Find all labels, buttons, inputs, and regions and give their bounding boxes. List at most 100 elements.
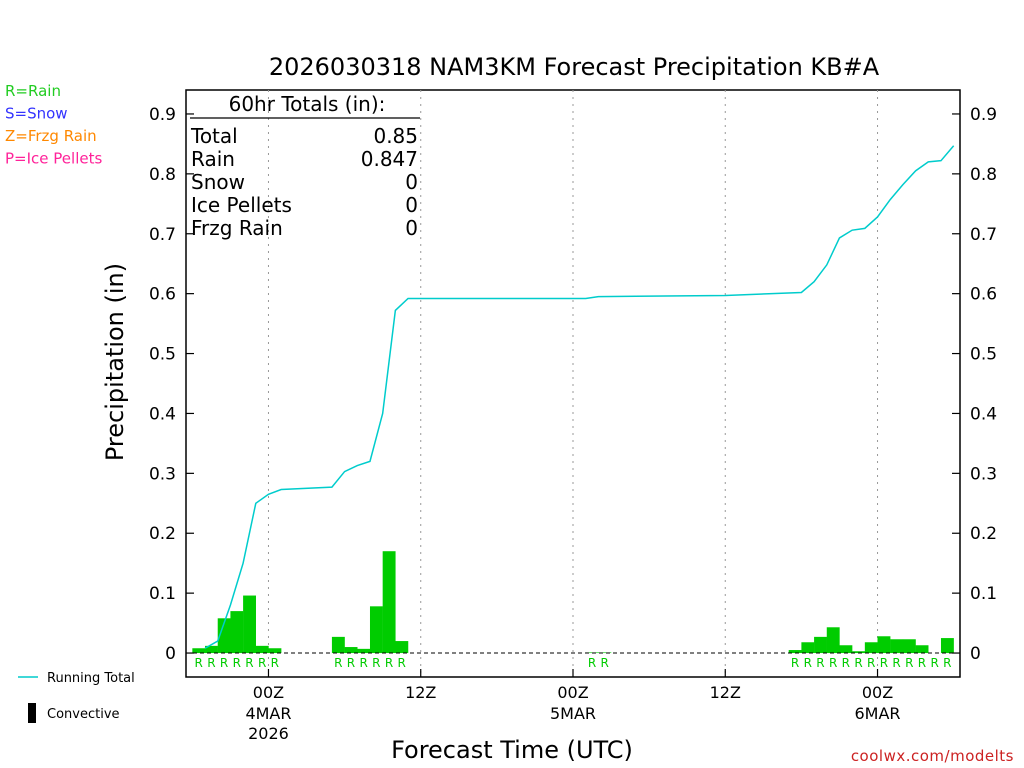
precip-bar — [268, 648, 282, 654]
y-tick-label-left: 0.3 — [149, 464, 176, 484]
precip-type-letter: R — [347, 656, 355, 670]
x-tick-label: 00Z — [557, 683, 588, 702]
precip-bar — [877, 636, 891, 654]
y-tick-label-right: 0.7 — [970, 225, 997, 245]
precip-bar — [826, 627, 840, 654]
precip-bar — [357, 648, 371, 654]
precip-bar — [940, 638, 954, 654]
precip-type-letter: R — [918, 656, 926, 670]
y-tick-label-left: 0.7 — [149, 225, 176, 245]
y-tick-label-left: 0.6 — [149, 285, 176, 305]
precip-bar — [864, 642, 878, 654]
x-tick-label: 00Z — [253, 683, 284, 702]
precip-type-letter: R — [359, 656, 367, 670]
precip-type-letter: R — [867, 656, 875, 670]
y-tick-label-left: 0.9 — [149, 105, 176, 125]
precip-bar — [331, 636, 345, 654]
x-tick-date: 5MAR — [550, 704, 596, 723]
y-tick-label-right: 0.9 — [970, 105, 997, 125]
totals-rows: Total 0.85 Rain 0.847 Snow 0 Ice Pellets 0 Frzg … — [190, 124, 418, 240]
precip-bar — [205, 645, 218, 654]
precip-type-letter: R — [842, 656, 850, 670]
totals-header: 60hr Totals (in): — [229, 92, 386, 116]
convective-legend-swatch — [28, 703, 36, 723]
precip-type-letter: R — [854, 656, 862, 670]
precip-bar — [915, 645, 929, 654]
hourly-precip-bars — [192, 551, 954, 654]
x-tick-label: 12Z — [710, 683, 741, 702]
precip-type-letter: R — [892, 656, 900, 670]
precip-bar — [788, 650, 802, 654]
precip-bar — [598, 652, 612, 654]
totals-row-label: Frzg Rain — [191, 216, 283, 240]
totals-row-value: 0 — [405, 193, 418, 217]
precip-bar — [801, 642, 815, 654]
y-tick-label-left: 0.5 — [149, 345, 176, 365]
totals-row-value: 0.85 — [373, 124, 418, 148]
y-axis-right: 0 0.1 0.2 0.3 0.4 0.5 0.6 0.7 0.8 0.9 — [952, 105, 997, 664]
precip-type-letter: R — [258, 656, 266, 670]
precip-bar — [344, 647, 358, 654]
totals-row-value: 0 — [405, 216, 418, 240]
precip-type-letter: R — [398, 656, 406, 670]
y-tick-label-left: 0.2 — [149, 524, 176, 544]
x-tick-label: 00Z — [862, 683, 893, 702]
x-tick-label: 12Z — [405, 683, 436, 702]
type-legend-0: R=Rain — [5, 82, 61, 100]
y-tick-label-left: 0.1 — [149, 584, 176, 604]
totals-row-label: Rain — [191, 147, 235, 171]
precip-bar — [890, 639, 904, 654]
precip-type-letter: R — [791, 656, 799, 670]
precip-type-letter: R — [829, 656, 837, 670]
y-tick-label-right: 0.2 — [970, 524, 997, 544]
precip-bar — [395, 641, 409, 654]
precip-type-letter: R — [245, 656, 253, 670]
y-tick-label-left: 0.8 — [149, 165, 176, 185]
precip-type-letter: R — [880, 656, 888, 670]
x-gridlines — [267, 90, 879, 677]
precip-type-letter: R — [804, 656, 812, 670]
x-axis-label: Forecast Time (UTC) — [391, 736, 633, 764]
precip-type-letter: R — [816, 656, 824, 670]
precip-type-letter: R — [930, 656, 938, 670]
precip-type-letter: R — [588, 656, 596, 670]
y-tick-label-left: 0.4 — [149, 404, 176, 424]
precip-bar — [814, 636, 827, 654]
precip-bar — [852, 651, 866, 654]
precip-type-letter: R — [233, 656, 241, 670]
x-tick-date: 4MAR — [245, 704, 291, 723]
precip-type-letter: R — [943, 656, 951, 670]
type-legend-3: P=Ice Pellets — [5, 150, 102, 168]
running-total-line — [204, 145, 955, 649]
y-tick-label-left: 0 — [165, 644, 176, 664]
type-legend-1: S=Snow — [5, 105, 68, 123]
precip-type-letter: R — [271, 656, 279, 670]
precip-type-letter: R — [195, 656, 203, 670]
y-tick-label-right: 0.8 — [970, 165, 997, 185]
precip-type-letter: R — [207, 656, 215, 670]
y-tick-label-right: 0.5 — [970, 345, 997, 365]
totals-row-label: Snow — [191, 170, 245, 194]
precip-bar — [243, 595, 256, 654]
precip-type-letter: R — [334, 656, 342, 670]
y-axis-left: 0 0.1 0.2 0.3 0.4 0.5 0.6 0.7 0.8 0.9 — [149, 105, 194, 664]
x-tick-year: 2026 — [248, 724, 289, 743]
totals-row-label: Ice Pellets — [191, 193, 292, 217]
totals-row-value: 0 — [405, 170, 418, 194]
y-tick-label-right: 0.1 — [970, 584, 997, 604]
precip-type-letter: R — [905, 656, 913, 670]
totals-row-value: 0.847 — [361, 147, 418, 171]
totals-box: 60hr Totals (in): Total 0.85 Rain 0.847 Snow… — [190, 92, 420, 240]
running-total-legend-label: Running Total — [47, 671, 135, 686]
y-tick-label-right: 0 — [970, 644, 981, 664]
credit-text: coolwx.com/modelts — [851, 747, 1014, 765]
precip-type-legend: R=Rain S=Snow Z=Frzg Rain P=Ice Pellets — [5, 82, 102, 168]
y-axis-label: Precipitation (in) — [101, 263, 129, 461]
precip-bar — [255, 645, 269, 654]
precip-bar — [902, 639, 916, 654]
chart-title: 2026030318 NAM3KM Forecast Precipitation… — [269, 53, 880, 81]
type-legend-2: Z=Frzg Rain — [5, 127, 97, 145]
